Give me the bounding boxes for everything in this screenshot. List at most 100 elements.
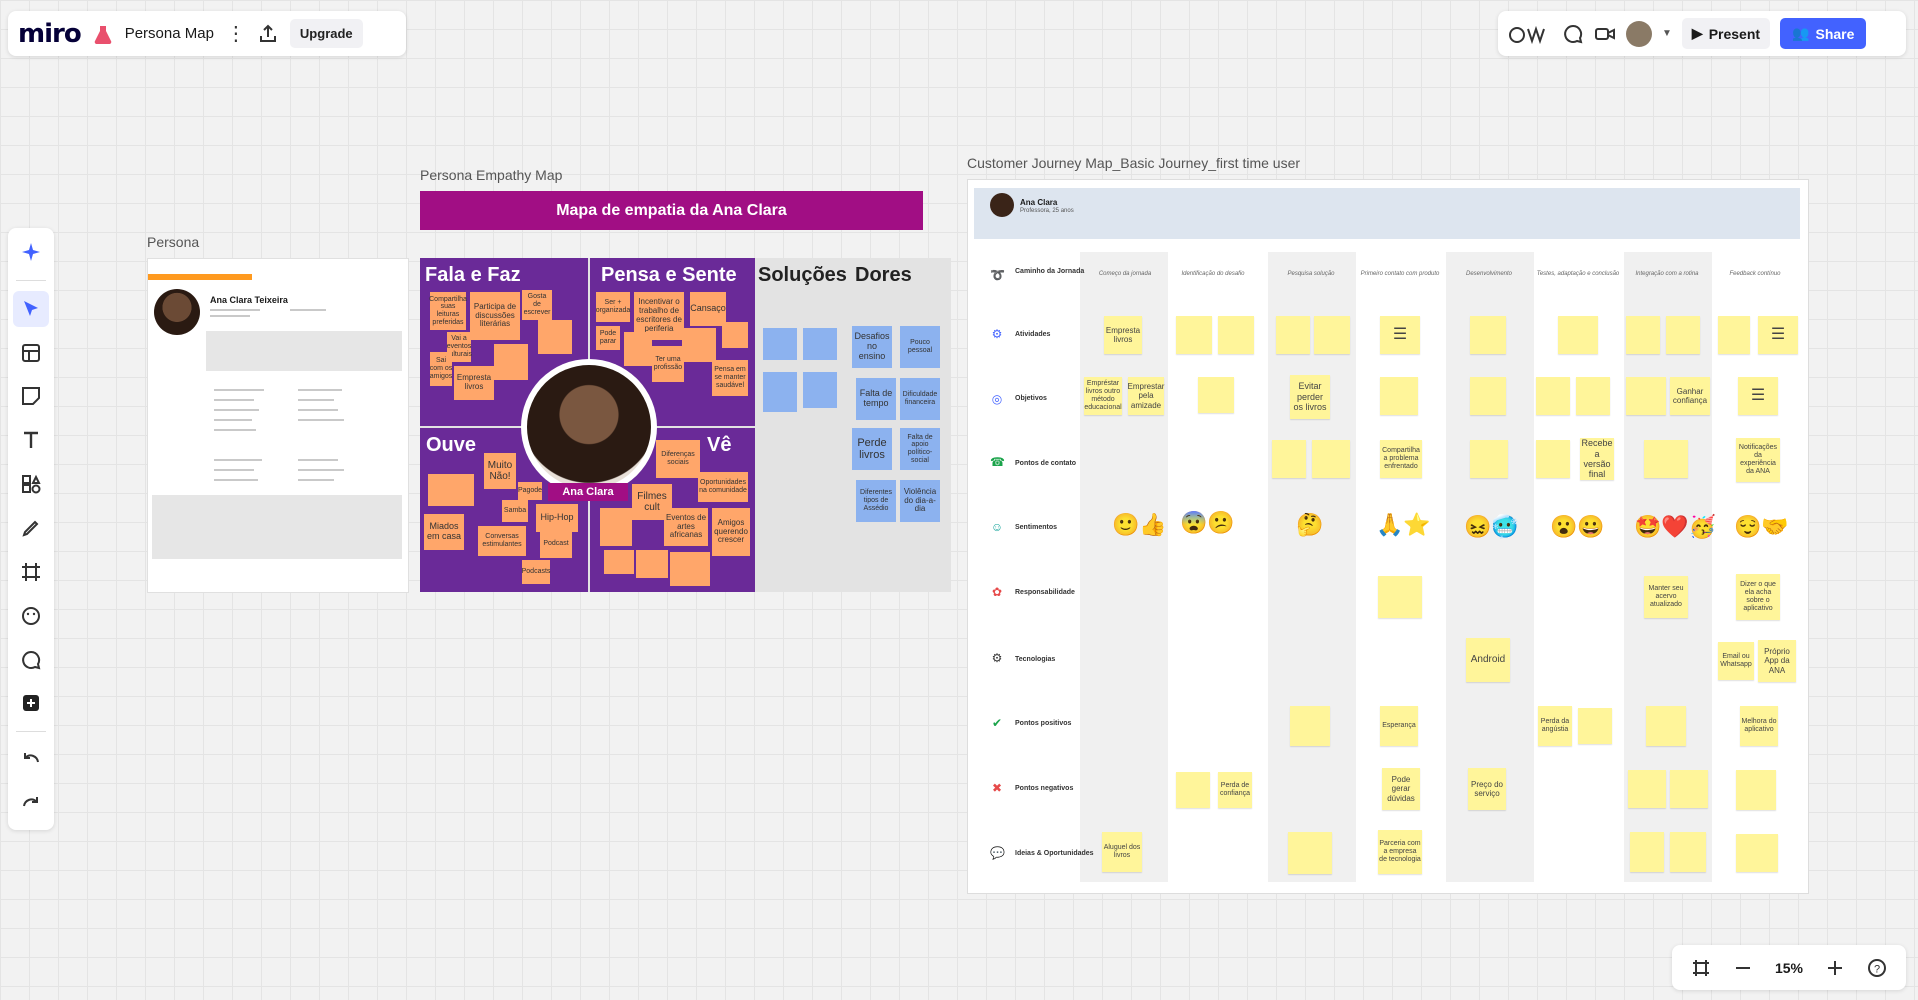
emoji-reaction[interactable]: 🤩❤️🥳: [1634, 514, 1717, 539]
sticky-note[interactable]: Parceria com a empresa de tecnologia: [1378, 830, 1422, 874]
help-icon[interactable]: ?: [1867, 958, 1887, 978]
sticky-note[interactable]: Esperança: [1380, 706, 1418, 746]
sticky-note[interactable]: [1576, 377, 1610, 415]
sticky-note[interactable]: Dizer o que ela acha sobre o aplicativo: [1736, 574, 1780, 620]
sticky-note[interactable]: [636, 550, 668, 578]
text-tool-icon[interactable]: [13, 422, 49, 458]
sticky-note[interactable]: [1666, 316, 1700, 354]
miro-logo[interactable]: miro: [18, 18, 82, 49]
pen-icon[interactable]: [13, 510, 49, 546]
sticky-note[interactable]: [1670, 770, 1708, 808]
sticky-note[interactable]: [1718, 316, 1750, 354]
sticky-note[interactable]: Oportunidades na comunidade: [698, 472, 748, 502]
sticky-note[interactable]: Miados em casa: [424, 514, 464, 550]
sticky-note[interactable]: Conversas estimulantes: [478, 526, 526, 556]
sticky-note[interactable]: [1626, 377, 1666, 415]
sticky-note[interactable]: Ter uma profissão: [652, 346, 684, 382]
fit-to-screen-icon[interactable]: [1691, 958, 1711, 978]
sticky-note[interactable]: Evitar perder os livros: [1290, 375, 1330, 419]
sticky-note[interactable]: [1176, 316, 1212, 354]
frame-label-empathy[interactable]: Persona Empathy Map: [420, 167, 563, 183]
emoji-reaction[interactable]: 😖🥶: [1464, 514, 1519, 539]
sticky-note[interactable]: [682, 328, 716, 362]
share-button[interactable]: 👥 Share: [1780, 18, 1867, 49]
sticky-note[interactable]: ☰: [1738, 377, 1778, 415]
sticky-note[interactable]: [670, 552, 710, 586]
sticky-note[interactable]: [1288, 832, 1332, 874]
present-button[interactable]: ▶ Present: [1681, 18, 1771, 49]
sticky-note[interactable]: Compartilha a problema enfrentado: [1380, 440, 1422, 478]
chat-icon[interactable]: [1562, 23, 1584, 45]
sticky-note[interactable]: [1670, 832, 1706, 872]
emoji-reaction[interactable]: 🙂👍: [1112, 512, 1167, 537]
sticky-note[interactable]: Próprio App da ANA: [1758, 640, 1796, 682]
sticky-note[interactable]: [1628, 770, 1666, 808]
sticky-note[interactable]: [1470, 377, 1506, 415]
emoji-reaction[interactable]: 🙏⭐: [1376, 512, 1431, 537]
sticky-note[interactable]: Pouco pessoal: [900, 326, 940, 368]
chevron-down-icon[interactable]: ▼: [1662, 28, 1672, 39]
sticky-note[interactable]: Emprestar pela amizade: [1128, 377, 1164, 415]
ai-sparkle-icon[interactable]: [13, 234, 49, 270]
sticky-note[interactable]: Cansaço: [690, 292, 726, 326]
sticky-note[interactable]: [494, 344, 528, 380]
video-icon[interactable]: [1594, 23, 1616, 45]
user-avatar[interactable]: [1626, 20, 1652, 47]
sticky-note[interactable]: Dificuldade financeira: [900, 378, 940, 420]
sticky-note[interactable]: Podcasts: [522, 560, 550, 584]
sticky-note[interactable]: [600, 508, 632, 546]
sticky-note[interactable]: Ser + organizada: [596, 292, 630, 322]
sticky-note[interactable]: ☰: [1380, 316, 1420, 354]
sticky-note[interactable]: [763, 328, 797, 360]
emoji-reaction[interactable]: 😮😀: [1550, 514, 1605, 539]
sticky-note[interactable]: [1312, 440, 1350, 478]
sticky-note[interactable]: Participa de discussões literárias: [470, 292, 520, 340]
sticky-note[interactable]: [624, 332, 652, 366]
frame-label-persona[interactable]: Persona: [147, 234, 200, 250]
sticky-note[interactable]: [803, 328, 837, 360]
sticky-note[interactable]: [1736, 770, 1776, 810]
sticky-note[interactable]: Desafios no ensino: [852, 326, 892, 368]
sticky-note[interactable]: Android: [1466, 638, 1510, 682]
sticky-note[interactable]: [1176, 772, 1210, 808]
sticky-note[interactable]: [1276, 316, 1310, 354]
sticky-note[interactable]: Diferenças sociais: [656, 440, 700, 478]
sticky-note[interactable]: [1198, 377, 1234, 413]
board-title[interactable]: Persona Map: [124, 25, 214, 42]
more-options-icon[interactable]: ⋮: [225, 23, 246, 45]
persona-card[interactable]: Ana Clara Teixeira: [147, 258, 409, 593]
sticky-note[interactable]: Perde livros: [852, 428, 892, 470]
sticky-note[interactable]: Pode gerar dúvidas: [1382, 768, 1420, 810]
sticky-note[interactable]: Amigos querendo crescer: [712, 508, 750, 556]
sticky-note[interactable]: Manter seu acervo atualizado: [1644, 576, 1688, 618]
zoom-in-icon[interactable]: [1825, 958, 1845, 978]
sticky-note[interactable]: Pode parar: [596, 326, 620, 350]
sticky-note[interactable]: [1646, 706, 1686, 746]
sticky-note[interactable]: [722, 322, 748, 348]
comment-icon[interactable]: [13, 642, 49, 678]
add-more-icon[interactable]: [13, 685, 49, 721]
sticky-note[interactable]: Compartilha suas leituras preferidas: [429, 292, 467, 330]
sticky-note[interactable]: Falta de apoio político-social: [900, 428, 940, 470]
sticky-note[interactable]: [1470, 316, 1506, 354]
sticky-note[interactable]: ☰: [1758, 316, 1798, 354]
sticky-note[interactable]: Sai com os amigos: [430, 352, 452, 386]
sticky-note[interactable]: [1380, 377, 1418, 415]
reactions-icon[interactable]: [1508, 23, 1552, 45]
zoom-out-icon[interactable]: [1733, 958, 1753, 978]
sticky-note[interactable]: [1558, 316, 1598, 354]
persona-center-photo[interactable]: [521, 359, 657, 495]
sticky-note[interactable]: Recebe a versão final: [1580, 438, 1614, 480]
sticky-note[interactable]: Preço do serviço: [1468, 768, 1506, 810]
sticky-note[interactable]: Ganhar confiança: [1670, 377, 1710, 415]
persona-center-name[interactable]: Ana Clara: [548, 483, 628, 501]
frame-label-journey[interactable]: Customer Journey Map_Basic Journey_first…: [967, 155, 1301, 171]
select-tool-icon[interactable]: [13, 290, 49, 327]
sticky-note[interactable]: Aluguel dos livros: [1102, 832, 1142, 872]
sticky-note[interactable]: [1644, 440, 1688, 478]
sticky-note[interactable]: Muito Não!: [484, 453, 516, 489]
sticky-note[interactable]: Email ou Whatsapp: [1718, 642, 1754, 680]
sticky-note[interactable]: Notificações da experiência da ANA: [1736, 438, 1780, 482]
undo-icon[interactable]: [13, 742, 49, 778]
zoom-level[interactable]: 15%: [1774, 959, 1803, 976]
